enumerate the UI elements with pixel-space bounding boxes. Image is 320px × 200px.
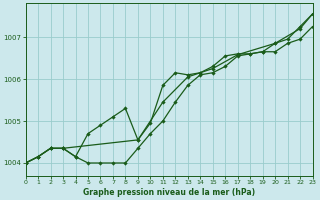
X-axis label: Graphe pression niveau de la mer (hPa): Graphe pression niveau de la mer (hPa) <box>83 188 255 197</box>
